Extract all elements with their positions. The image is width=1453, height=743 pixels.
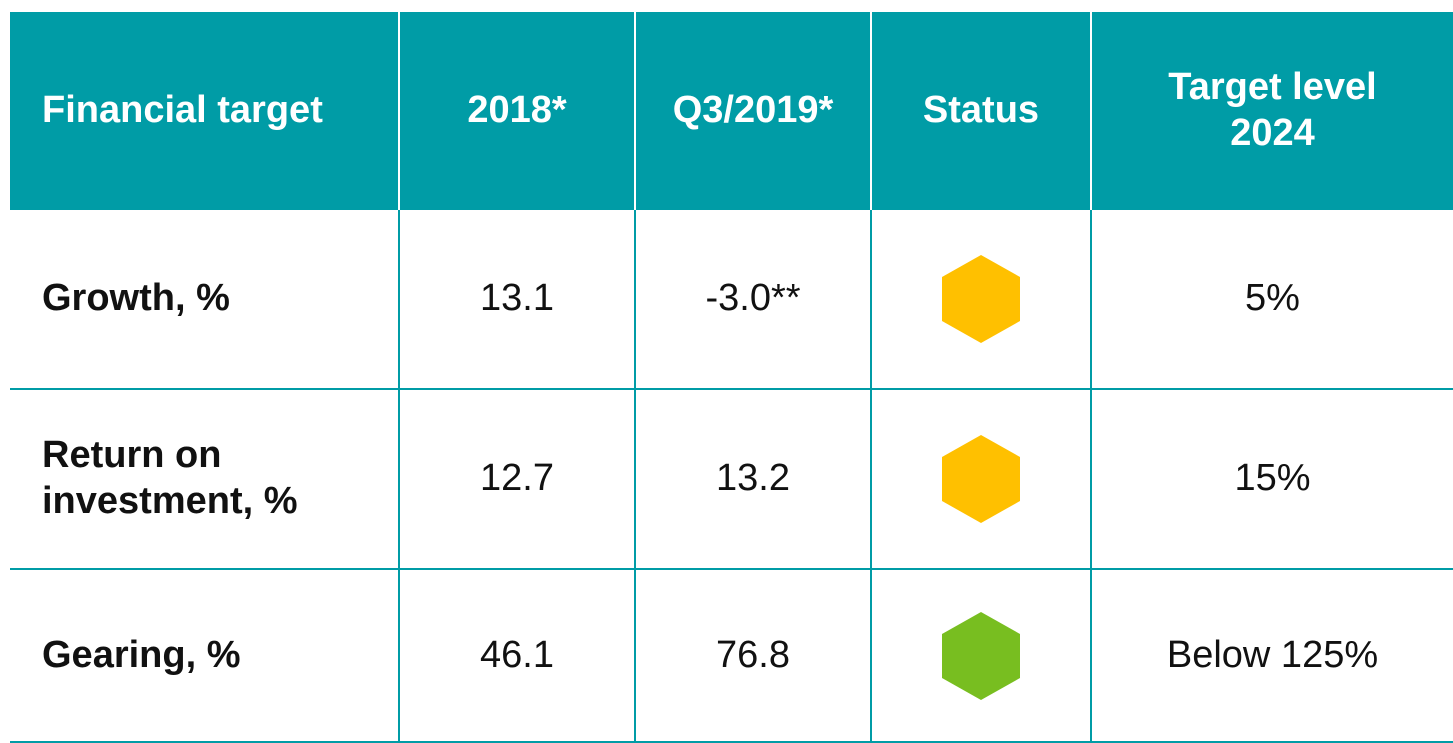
status-icon (942, 611, 1020, 700)
value-cell: 5% (1092, 210, 1453, 390)
value-cell: 12.7 (400, 390, 636, 570)
header-cell: Status (872, 12, 1092, 210)
status-cell (872, 210, 1092, 390)
status-hexagon (942, 255, 1020, 343)
status-hexagon (942, 611, 1020, 700)
row-label: Return on investment, % (10, 390, 400, 570)
value-cell: -3.0** (636, 210, 872, 390)
value-cell: 76.8 (636, 570, 872, 743)
value-cell: 15% (1092, 390, 1453, 570)
status-icon (942, 435, 1020, 523)
status-cell (872, 390, 1092, 570)
header-cell: Target level 2024 (1092, 12, 1453, 210)
value-cell: 13.2 (636, 390, 872, 570)
header-cell: Q3/2019* (636, 12, 872, 210)
value-cell: Below 125% (1092, 570, 1453, 743)
value-cell: 46.1 (400, 570, 636, 743)
status-cell (872, 570, 1092, 743)
value-cell: 13.1 (400, 210, 636, 390)
row-label: Growth, % (10, 210, 400, 390)
status-icon (942, 255, 1020, 343)
row-label: Gearing, % (10, 570, 400, 743)
header-cell: 2018* (400, 12, 636, 210)
header-cell: Financial target (10, 12, 400, 210)
status-hexagon (942, 435, 1020, 523)
